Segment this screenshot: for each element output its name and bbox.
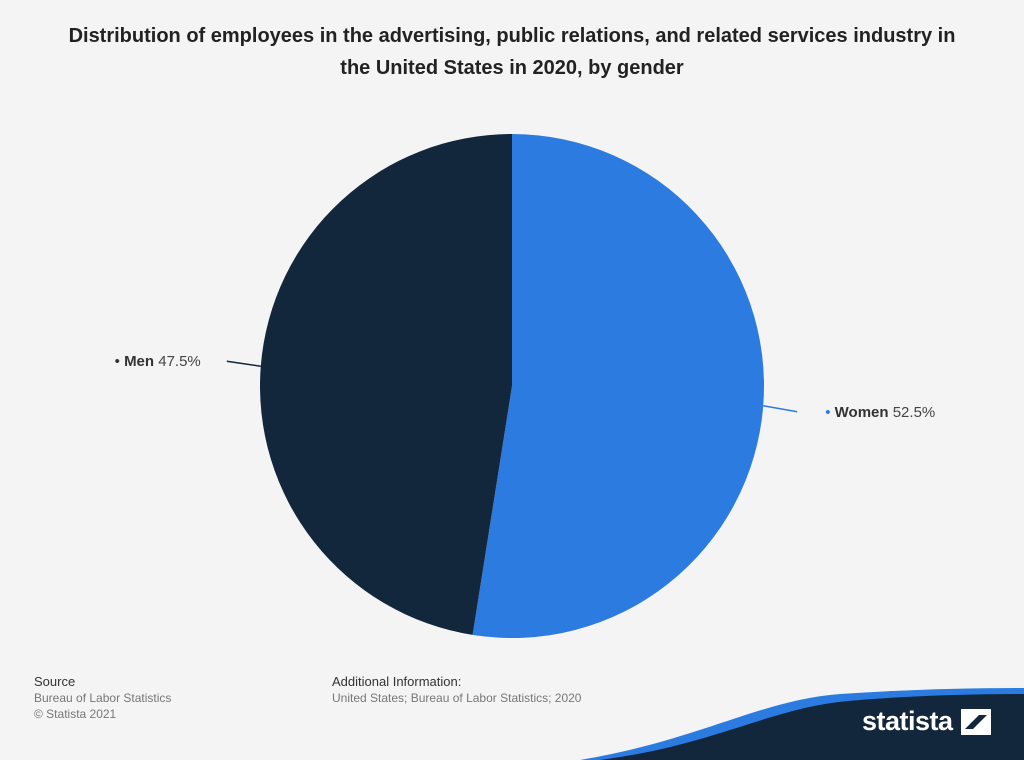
statista-logo[interactable]: statista (862, 706, 991, 737)
data-label-women: • Women 52.5% (825, 404, 935, 421)
pie-slice-men[interactable] (260, 134, 512, 635)
data-label-men: • Men 47.5% (115, 353, 201, 370)
leader-line-women (763, 405, 798, 413)
chart-title: Distribution of employees in the adverti… (68, 25, 956, 79)
additional-info-block: Additional Information: United States; B… (332, 674, 581, 706)
pie-labels: • Women 52.5% • Men 47.5% (115, 353, 936, 421)
additional-info-text: United States; Bureau of Labor Statistic… (332, 691, 582, 705)
leader-line-men (226, 360, 261, 367)
source-text: Bureau of Labor Statistics (34, 691, 172, 705)
pie-slice-women[interactable] (472, 134, 765, 639)
copyright-text: © Statista 2021 (34, 707, 117, 721)
source-heading: Source (34, 674, 76, 689)
brand-name: statista (862, 706, 953, 736)
statista-logo-icon (960, 708, 991, 735)
additional-info-heading: Additional Information: (332, 674, 462, 689)
pie-slices (260, 134, 765, 639)
source-block: Source Bureau of Labor Statistics © Stat… (34, 674, 171, 722)
